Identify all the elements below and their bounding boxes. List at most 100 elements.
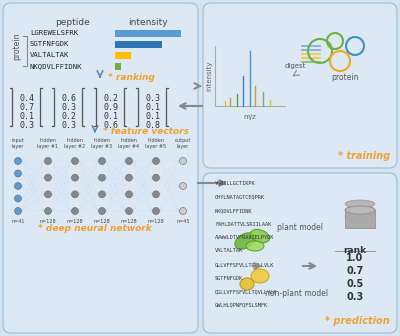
- Text: YGRILLGCTIKPK: YGRILLGCTIKPK: [215, 181, 256, 186]
- Text: protein: protein: [331, 73, 359, 82]
- Text: 0.3: 0.3: [62, 103, 76, 112]
- Text: non-plant model: non-plant model: [265, 290, 328, 298]
- Text: * ranking: * ranking: [108, 74, 155, 83]
- Text: digest: digest: [285, 63, 306, 69]
- Bar: [345, 210, 375, 228]
- Text: m/z: m/z: [244, 114, 256, 120]
- Text: hidden
layer #1: hidden layer #1: [38, 138, 58, 149]
- Text: 0.4: 0.4: [20, 94, 34, 103]
- Ellipse shape: [345, 206, 375, 214]
- Text: 0.5: 0.5: [346, 279, 364, 289]
- Text: 0.1: 0.1: [146, 103, 160, 112]
- Text: n=45: n=45: [176, 219, 190, 224]
- Circle shape: [14, 182, 22, 190]
- Bar: [115, 52, 131, 58]
- Text: 0.3: 0.3: [20, 121, 34, 130]
- Circle shape: [180, 158, 186, 165]
- FancyBboxPatch shape: [203, 3, 397, 168]
- Circle shape: [180, 182, 186, 190]
- Circle shape: [152, 208, 160, 214]
- Text: n=128: n=128: [121, 219, 137, 224]
- Text: * prediction: * prediction: [325, 316, 390, 326]
- Circle shape: [72, 208, 78, 214]
- Circle shape: [98, 191, 106, 198]
- Text: input
layer: input layer: [12, 138, 24, 149]
- Bar: [115, 30, 181, 37]
- Ellipse shape: [345, 206, 375, 214]
- Text: hidden
layer #4: hidden layer #4: [118, 138, 140, 149]
- Text: peptide: peptide: [55, 18, 89, 27]
- Text: GLLVFFSFVLLTQVLLVLK: GLLVFFSFVLLTQVLLVLK: [215, 262, 274, 267]
- FancyBboxPatch shape: [3, 3, 198, 333]
- Text: n=128: n=128: [67, 219, 83, 224]
- Circle shape: [44, 191, 52, 198]
- Text: plant model: plant model: [277, 223, 323, 233]
- Circle shape: [72, 158, 78, 165]
- Text: QGLLVFFSFVLLTQVLLVLK: QGLLVFFSFVLLTQVLLVLK: [215, 289, 278, 294]
- Circle shape: [126, 191, 132, 198]
- Text: protein: protein: [12, 32, 22, 60]
- Text: 0.1: 0.1: [104, 112, 118, 121]
- Circle shape: [72, 191, 78, 198]
- Text: 0.9: 0.9: [104, 103, 118, 112]
- Ellipse shape: [251, 269, 269, 283]
- Circle shape: [126, 158, 132, 165]
- Circle shape: [180, 208, 186, 214]
- Text: 0.1: 0.1: [146, 112, 160, 121]
- Circle shape: [98, 208, 106, 214]
- Ellipse shape: [235, 233, 255, 249]
- Text: n=41: n=41: [11, 219, 25, 224]
- Bar: [115, 63, 121, 70]
- Text: VALTALTAK: VALTALTAK: [30, 52, 69, 58]
- Bar: [115, 41, 162, 47]
- Circle shape: [14, 195, 22, 202]
- Circle shape: [152, 174, 160, 181]
- Text: * training: * training: [338, 151, 390, 161]
- Circle shape: [14, 158, 22, 165]
- Ellipse shape: [345, 212, 375, 220]
- Text: 0.8: 0.8: [146, 121, 160, 130]
- Circle shape: [98, 158, 106, 165]
- Text: LGREWELSFRK: LGREWELSFRK: [30, 30, 78, 36]
- Circle shape: [44, 174, 52, 181]
- Text: intensity: intensity: [128, 18, 168, 27]
- Text: output
layer: output layer: [175, 138, 191, 149]
- Text: rank: rank: [344, 246, 366, 255]
- Text: 1.0: 1.0: [346, 253, 364, 263]
- Text: SGTFNFGDK: SGTFNFGDK: [30, 41, 69, 47]
- Text: SGTFNFGDK: SGTFNFGDK: [215, 276, 243, 281]
- Text: n=128: n=128: [40, 219, 56, 224]
- Circle shape: [98, 174, 106, 181]
- Circle shape: [44, 158, 52, 165]
- Text: hidden
layer #3: hidden layer #3: [92, 138, 112, 149]
- Text: NKQDVLFFIDNK: NKQDVLFFIDNK: [30, 63, 82, 69]
- Ellipse shape: [246, 241, 264, 251]
- Circle shape: [152, 158, 160, 165]
- Text: 0.6: 0.6: [104, 121, 118, 130]
- Text: 0.6: 0.6: [62, 94, 76, 103]
- Text: GWLHLQPNFQFSLSMFK: GWLHLQPNFQFSLSMFK: [215, 302, 268, 307]
- Text: n=128: n=128: [94, 219, 110, 224]
- Text: * feature vectors: * feature vectors: [103, 127, 189, 136]
- Text: 0.2: 0.2: [104, 94, 118, 103]
- Circle shape: [44, 208, 52, 214]
- Text: NKQDVLFFIDNK: NKQDVLFFIDNK: [215, 208, 252, 213]
- Text: 0.7: 0.7: [20, 103, 34, 112]
- Text: 0.3: 0.3: [146, 94, 160, 103]
- Text: n=128: n=128: [148, 219, 164, 224]
- Circle shape: [126, 208, 132, 214]
- Text: FAHLDATTVLSRIILAAK: FAHLDATTVLSRIILAAK: [215, 221, 271, 226]
- Circle shape: [152, 191, 160, 198]
- FancyBboxPatch shape: [203, 173, 397, 333]
- Circle shape: [126, 174, 132, 181]
- Text: 0.1: 0.1: [20, 112, 34, 121]
- Text: hidden
layer #2: hidden layer #2: [64, 138, 86, 149]
- Text: 0.7: 0.7: [346, 266, 364, 276]
- Text: VALTALTAK: VALTALTAK: [215, 249, 243, 253]
- Text: intensity: intensity: [206, 61, 212, 91]
- Text: GHYLNATAGTCEQPRK: GHYLNATAGTCEQPRK: [215, 195, 265, 200]
- Ellipse shape: [345, 200, 375, 208]
- Text: hidden
layer #5: hidden layer #5: [146, 138, 166, 149]
- Ellipse shape: [240, 278, 254, 290]
- Text: 0.3: 0.3: [346, 292, 364, 302]
